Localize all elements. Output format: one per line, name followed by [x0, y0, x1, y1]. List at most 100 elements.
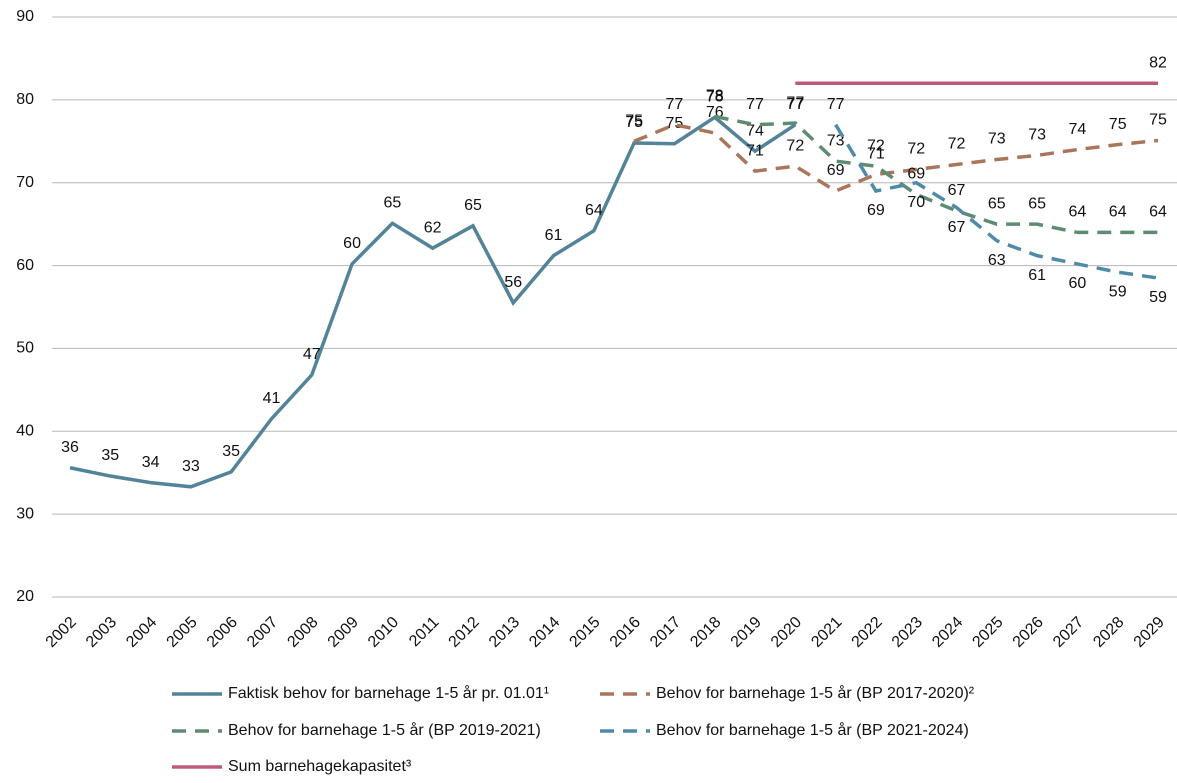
x-tick-label: 2024 [929, 614, 966, 651]
x-tick-label: 2019 [728, 614, 765, 651]
data-label: 75 [625, 114, 643, 131]
legend-label: Sum barnehagekapasitet³ [228, 758, 412, 775]
data-label: 59 [1109, 283, 1127, 300]
y-tick-label: 20 [16, 588, 34, 605]
data-label: 72 [948, 136, 966, 153]
data-label: 36 [61, 439, 79, 456]
x-tick-label: 2017 [647, 614, 684, 651]
data-label: 78 [706, 88, 724, 105]
data-label: 64 [1109, 204, 1127, 221]
data-label: 75 [1149, 112, 1167, 129]
x-tick-label: 2014 [526, 614, 563, 651]
x-tick-label: 2002 [43, 614, 80, 651]
y-tick-label: 90 [16, 8, 34, 25]
x-tick-label: 2008 [284, 614, 321, 651]
data-label: 69 [907, 166, 925, 183]
data-label: 72 [786, 137, 804, 154]
data-label: 77 [746, 96, 764, 113]
legend-label: Faktisk behov for barnehage 1-5 år pr. 0… [228, 684, 549, 702]
series-line [633, 122, 1159, 193]
x-tick-label: 2011 [406, 614, 442, 650]
data-label: 62 [424, 219, 442, 236]
x-tick-label: 2007 [244, 614, 281, 651]
x-tick-label: 2013 [486, 614, 523, 651]
x-tick-label: 2003 [83, 614, 120, 651]
data-label: 65 [988, 195, 1006, 212]
series-line [714, 114, 1158, 235]
x-tick-label: 2004 [123, 614, 160, 651]
data-label: 82 [1149, 55, 1167, 72]
data-label: 69 [827, 162, 845, 179]
x-tick-label: 2005 [164, 614, 201, 651]
data-label: 74 [746, 122, 764, 139]
x-tick-label: 2022 [849, 614, 886, 651]
x-tick-label: 2015 [566, 614, 603, 651]
y-tick-label: 40 [16, 423, 34, 440]
y-tick-label: 60 [16, 257, 34, 274]
data-label: 59 [1149, 289, 1167, 306]
data-label: 75 [625, 113, 643, 130]
data-label: 60 [1069, 275, 1087, 292]
y-tick-label: 50 [16, 340, 34, 357]
data-label: 34 [142, 454, 160, 471]
data-label: 72 [867, 137, 885, 154]
data-label: 73 [1028, 127, 1046, 144]
data-label: 47 [303, 346, 321, 363]
data-label: 64 [1149, 204, 1167, 221]
data-label: 74 [1069, 121, 1087, 138]
data-label: 56 [504, 274, 522, 291]
data-label: 77 [786, 94, 804, 111]
data-label: 65 [464, 197, 482, 214]
x-tick-label: 2028 [1090, 614, 1127, 651]
x-tick-label: 2020 [768, 614, 805, 651]
data-label: 78 [706, 88, 724, 105]
data-label: 72 [907, 141, 925, 158]
x-tick-label: 2006 [204, 614, 241, 651]
x-tick-label: 2021 [808, 614, 845, 651]
data-label: 69 [867, 202, 885, 219]
data-label: 35 [222, 443, 240, 460]
data-label: 35 [101, 447, 119, 464]
x-tick-label: 2025 [969, 614, 1006, 651]
x-tick-label: 2023 [889, 614, 926, 651]
x-tick-label: 2018 [687, 614, 724, 651]
x-tick-label: 2029 [1131, 614, 1168, 651]
data-label: 33 [182, 458, 200, 475]
y-tick-label: 30 [16, 505, 34, 522]
data-label: 77 [666, 96, 684, 113]
x-tick-label: 2012 [446, 614, 483, 651]
series-line [834, 123, 1159, 280]
data-label: 77 [827, 96, 845, 113]
data-label: 67 [948, 219, 966, 236]
data-label: 63 [988, 252, 1006, 269]
data-label: 60 [343, 235, 361, 252]
data-label: 70 [907, 194, 925, 211]
data-label: 73 [827, 132, 845, 149]
y-tick-label: 80 [16, 91, 34, 108]
data-label: 61 [1028, 267, 1046, 284]
legend-label: Behov for barnehage 1-5 år (BP 2021-2024… [656, 721, 969, 739]
data-label: 75 [1109, 116, 1127, 133]
x-tick-label: 2016 [607, 614, 644, 651]
data-label: 75 [666, 115, 684, 132]
data-label: 67 [948, 182, 966, 199]
data-label: 71 [867, 146, 885, 163]
data-label: 61 [545, 227, 563, 244]
legend-label: Behov for barnehage 1-5 år (BP 2017-2020… [656, 684, 975, 702]
x-tick-label: 2026 [1010, 614, 1047, 651]
data-label: 64 [1069, 204, 1087, 221]
data-label: 65 [1028, 195, 1046, 212]
x-tick-label: 2009 [325, 614, 362, 651]
legend-label: Behov for barnehage 1-5 år (BP 2019-2021… [228, 721, 541, 739]
x-tick-label: 2010 [365, 614, 402, 651]
data-label: 77 [786, 96, 804, 113]
data-label: 64 [585, 202, 603, 219]
x-tick-label: 2027 [1050, 614, 1087, 651]
y-tick-label: 70 [16, 174, 34, 191]
series-line [69, 115, 797, 489]
data-label: 73 [988, 131, 1006, 148]
data-label: 41 [263, 390, 281, 407]
data-label: 65 [383, 195, 401, 212]
data-label: 71 [746, 142, 764, 159]
